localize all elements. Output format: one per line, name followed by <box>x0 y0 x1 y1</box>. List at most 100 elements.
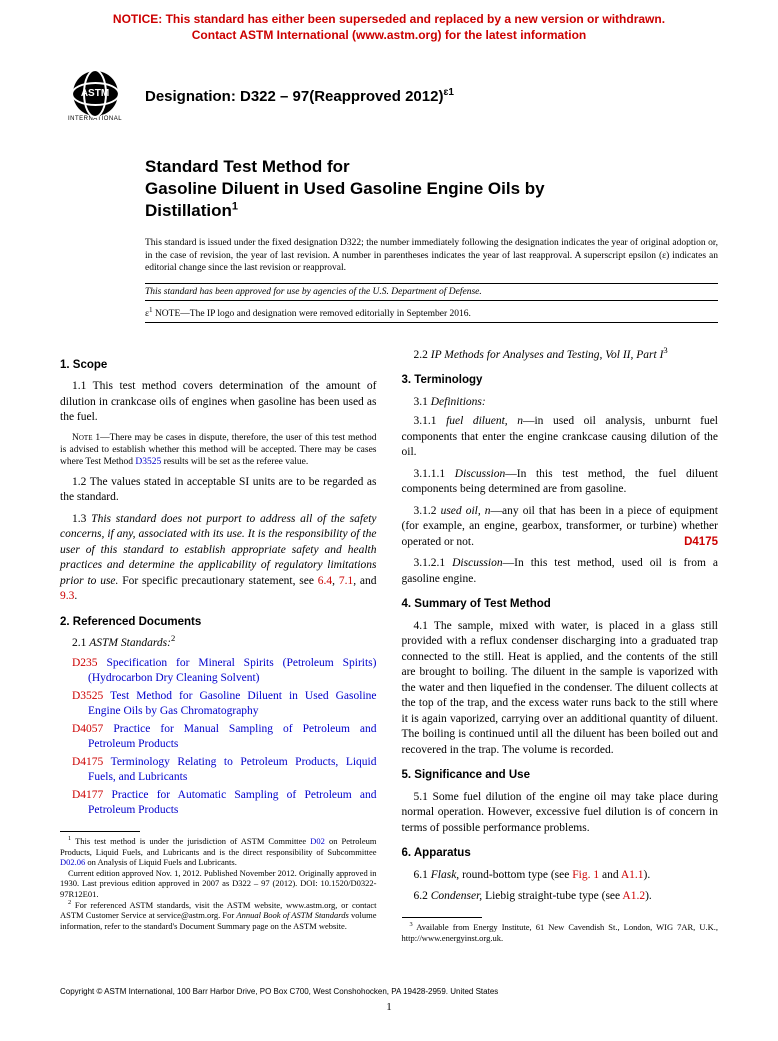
t312-a: 3.1.2 <box>414 505 441 517</box>
p62-b: Liebig straight-tube type (see <box>482 890 622 902</box>
ref21-ital: ASTM Standards: <box>89 637 171 649</box>
term-3-1-2: 3.1.2 used oil, n—any oil that has been … <box>402 504 719 551</box>
scope-heading: 1. Scope <box>60 358 377 374</box>
ref-d4175[interactable]: D4175 Terminology Relating to Petroleum … <box>60 755 377 786</box>
ref-code: D3525 <box>72 690 103 702</box>
para-6-2: 6.2 Condenser, Liebig straight-tube type… <box>402 889 719 905</box>
right-column: 2.2 IP Methods for Analyses and Testing,… <box>402 348 719 944</box>
approved-text: This standard has been approved for use … <box>145 283 718 301</box>
ref22-sup: 3 <box>663 345 667 355</box>
p13-a: 1.3 <box>72 513 91 525</box>
footnote-rule-r <box>402 917 482 918</box>
eps-label: NOTE <box>153 309 181 319</box>
t3121-ital: Discussion <box>452 557 502 569</box>
footnote-3: 3 Available from Energy Institute, 61 Ne… <box>402 922 719 943</box>
ref-code: D4175 <box>72 756 103 768</box>
term-3-1: 3.1 Definitions: <box>402 395 719 411</box>
fn1-a: This test method is under the jurisdicti… <box>71 836 310 846</box>
para-6-1: 6.1 Flask, round-bottom type (see Fig. 1… <box>402 868 719 884</box>
ref-d235[interactable]: D235 Specification for Mineral Spirits (… <box>60 656 377 687</box>
ref-2-2: 2.2 IP Methods for Analyses and Testing,… <box>402 348 719 364</box>
fn1-ref1[interactable]: D02 <box>310 836 325 846</box>
notice-line2: Contact ASTM International (www.astm.org… <box>192 28 586 42</box>
left-column: 1. Scope 1.1 This test method covers det… <box>60 348 377 944</box>
designation-text: Designation: D322 – 97(Reapproved 2012) <box>145 88 443 105</box>
xref-6-4[interactable]: 6.4 <box>318 575 332 587</box>
ref-text: Terminology Relating to Petroleum Produc… <box>88 756 377 784</box>
ref21-num: 2.1 <box>72 637 89 649</box>
title-line1: Standard Test Method for <box>145 157 350 176</box>
fn2-ital: Annual Book of ASTM Standards <box>236 910 348 920</box>
title-line3: Distillation <box>145 201 232 220</box>
t31-ital: Definitions: <box>431 396 486 408</box>
header-row: ASTM INTERNATIONAL Designation: D322 – 9… <box>0 51 778 136</box>
t311-term: fuel diluent, n <box>446 415 523 427</box>
para-1-3: 1.3 This standard does not purport to ad… <box>60 512 377 605</box>
p62-ital: Condenser, <box>431 890 482 902</box>
footnote-2: 2 For referenced ASTM standards, visit t… <box>60 900 377 932</box>
xref-a12[interactable]: A1.2 <box>622 890 645 902</box>
para-1-2: 1.2 The values stated in acceptable SI u… <box>60 475 377 506</box>
term-3-1-1-1: 3.1.1.1 Discussion—In this test method, … <box>402 467 719 498</box>
body-columns: 1. Scope 1.1 This test method covers det… <box>0 333 778 944</box>
t311-a: 3.1.1 <box>414 415 447 427</box>
footnote-1: 1 This test method is under the jurisdic… <box>60 836 377 868</box>
notice-banner: NOTICE: This standard has either been su… <box>0 0 778 51</box>
ref22-ital: IP Methods for Analyses and Testing, Vol… <box>431 349 664 361</box>
ref-code: D4057 <box>72 723 103 735</box>
note1-ref[interactable]: D3525 <box>135 457 161 467</box>
eps-text: —The IP logo and designation were remove… <box>180 309 471 319</box>
fn1-ref2[interactable]: D02.06 <box>60 857 85 867</box>
ref21-sup: 2 <box>171 633 175 643</box>
page-number: 1 <box>386 1001 392 1013</box>
notice-line1: NOTICE: This standard has either been su… <box>113 12 665 26</box>
fn1-c: on Analysis of Liquid Fuels and Lubrican… <box>85 857 237 867</box>
ref-text: Specification for Mineral Spirits (Petro… <box>88 657 377 685</box>
p13-b: For specific precautionary statement, se… <box>118 575 317 587</box>
ref-text: Practice for Manual Sampling of Petroleu… <box>88 723 377 751</box>
apparatus-heading: 6. Apparatus <box>402 846 719 862</box>
para-1-1: 1.1 This test method covers determinatio… <box>60 379 377 426</box>
ref-d4057[interactable]: D4057 Practice for Manual Sampling of Pe… <box>60 722 377 753</box>
logo-astm-text: ASTM <box>81 88 109 99</box>
p61-a: 6.1 <box>414 869 431 881</box>
p61-b: round-bottom type (see <box>459 869 572 881</box>
significance-heading: 5. Significance and Use <box>402 768 719 784</box>
logo-globe-icon: ASTM <box>73 71 118 116</box>
term-3-1-1: 3.1.1 fuel diluent, n—in used oil analys… <box>402 414 719 461</box>
xref-9-3[interactable]: 9.3 <box>60 590 74 602</box>
ref-code: D235 <box>72 657 98 669</box>
document-title: Standard Test Method for Gasoline Diluen… <box>145 156 718 222</box>
xref-fig1[interactable]: Fig. 1 <box>572 869 599 881</box>
copyright-text: Copyright © ASTM International, 100 Barr… <box>60 987 498 996</box>
ref22-num: 2.2 <box>414 349 431 361</box>
t3111-ital: Discussion <box>455 468 505 480</box>
t312-ref[interactable]: D4175 <box>672 535 718 551</box>
ref-text: Test Method for Gasoline Diluent in Used… <box>88 690 377 718</box>
title-line2: Gasoline Diluent in Used Gasoline Engine… <box>145 179 545 198</box>
title-block: Standard Test Method for Gasoline Diluen… <box>0 136 778 332</box>
ref-text: Practice for Automatic Sampling of Petro… <box>88 789 377 817</box>
para-5-1: 5.1 Some fuel dilution of the engine oil… <box>402 790 719 837</box>
designation: Designation: D322 – 97(Reapproved 2012)ɛ… <box>145 88 454 105</box>
astm-logo: ASTM INTERNATIONAL <box>60 66 130 126</box>
title-sup: 1 <box>232 201 238 213</box>
terminology-heading: 3. Terminology <box>402 373 719 389</box>
note1-text-b: results will be set as the referee value… <box>161 457 308 467</box>
ref-d3525[interactable]: D3525 Test Method for Gasoline Diluent i… <box>60 689 377 720</box>
p61-ital: Flask, <box>431 869 459 881</box>
ref-d4177[interactable]: D4177 Practice for Automatic Sampling of… <box>60 788 377 819</box>
ref-code: D4177 <box>72 789 103 801</box>
t31-num: 3.1 <box>414 396 431 408</box>
designation-sup: ɛ1 <box>443 87 454 98</box>
refdocs-heading: 2. Referenced Documents <box>60 615 377 631</box>
issued-text: This standard is issued under the fixed … <box>145 237 718 274</box>
t3121-a: 3.1.2.1 <box>414 557 453 569</box>
xref-7-1[interactable]: 7.1 <box>339 575 353 587</box>
term-3-1-2-1: 3.1.2.1 Discussion—In this test method, … <box>402 556 719 587</box>
para-4-1: 4.1 The sample, mixed with water, is pla… <box>402 619 719 759</box>
summary-heading: 4. Summary of Test Method <box>402 597 719 613</box>
footnote-1-p2: Current edition approved Nov. 1, 2012. P… <box>60 868 377 900</box>
xref-a11[interactable]: A1.1 <box>621 869 644 881</box>
t312-term: used oil, n <box>441 505 491 517</box>
